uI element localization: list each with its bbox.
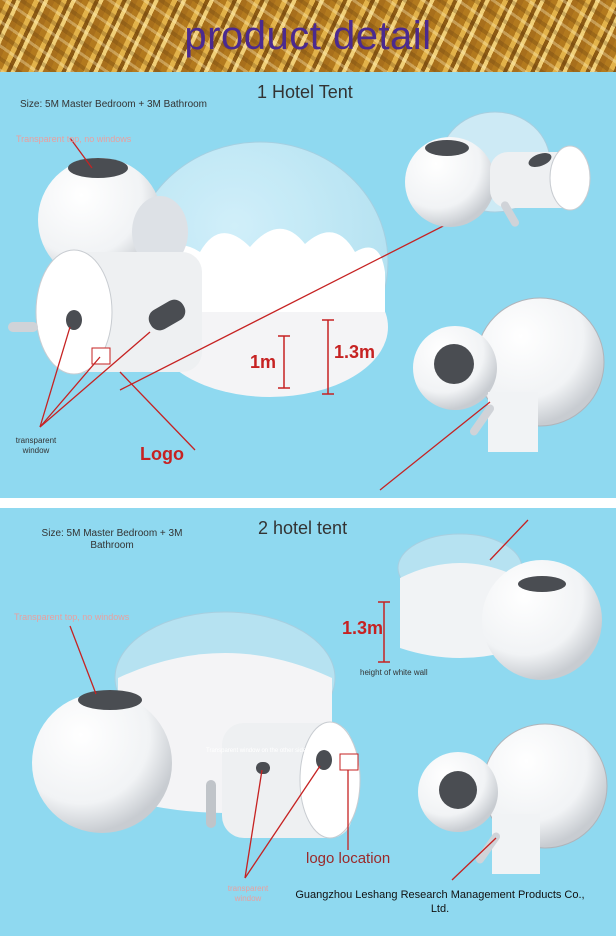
section-hotel-tent-2: 2 hotel tent Size: 5M Master Bedroom + 3… bbox=[0, 508, 616, 936]
tent-2-illustration bbox=[32, 519, 608, 881]
wall-height-note: height of white wall bbox=[360, 668, 428, 677]
tent-1-illustration bbox=[8, 111, 605, 491]
size-note: Size: 5M Master Bedroom + 3M Bathroom bbox=[20, 99, 208, 110]
header-banner: product detail bbox=[0, 0, 616, 72]
other-side-note: Transparent window on the other side bbox=[206, 748, 307, 754]
company-name: Guangzhou Leshang Research Management Pr… bbox=[295, 889, 585, 915]
window-label: transparent window bbox=[15, 436, 57, 455]
top-note: Transparent top, no windows bbox=[16, 134, 132, 144]
section-title: 2 hotel tent bbox=[258, 518, 348, 538]
top-note: Transparent top, no windows bbox=[14, 612, 130, 622]
section-title: 1 Hotel Tent bbox=[257, 82, 353, 102]
dimension-1m: 1m bbox=[250, 352, 277, 372]
section-divider bbox=[0, 498, 616, 508]
size-note: Size: 5M Master Bedroom + 3M Bathroom bbox=[41, 528, 183, 551]
window-label: transparent window bbox=[227, 884, 269, 903]
section-hotel-tent-1: 1 Hotel Tent Size: 5M Master Bedroom + 3… bbox=[0, 72, 616, 498]
dimension-1-3m: 1.3m bbox=[342, 618, 384, 638]
logo-label: Logo bbox=[140, 444, 184, 464]
banner-title: product detail bbox=[184, 14, 432, 58]
dimension-1-3m: 1.3m bbox=[334, 342, 376, 362]
logo-location-label: logo location bbox=[306, 850, 391, 867]
